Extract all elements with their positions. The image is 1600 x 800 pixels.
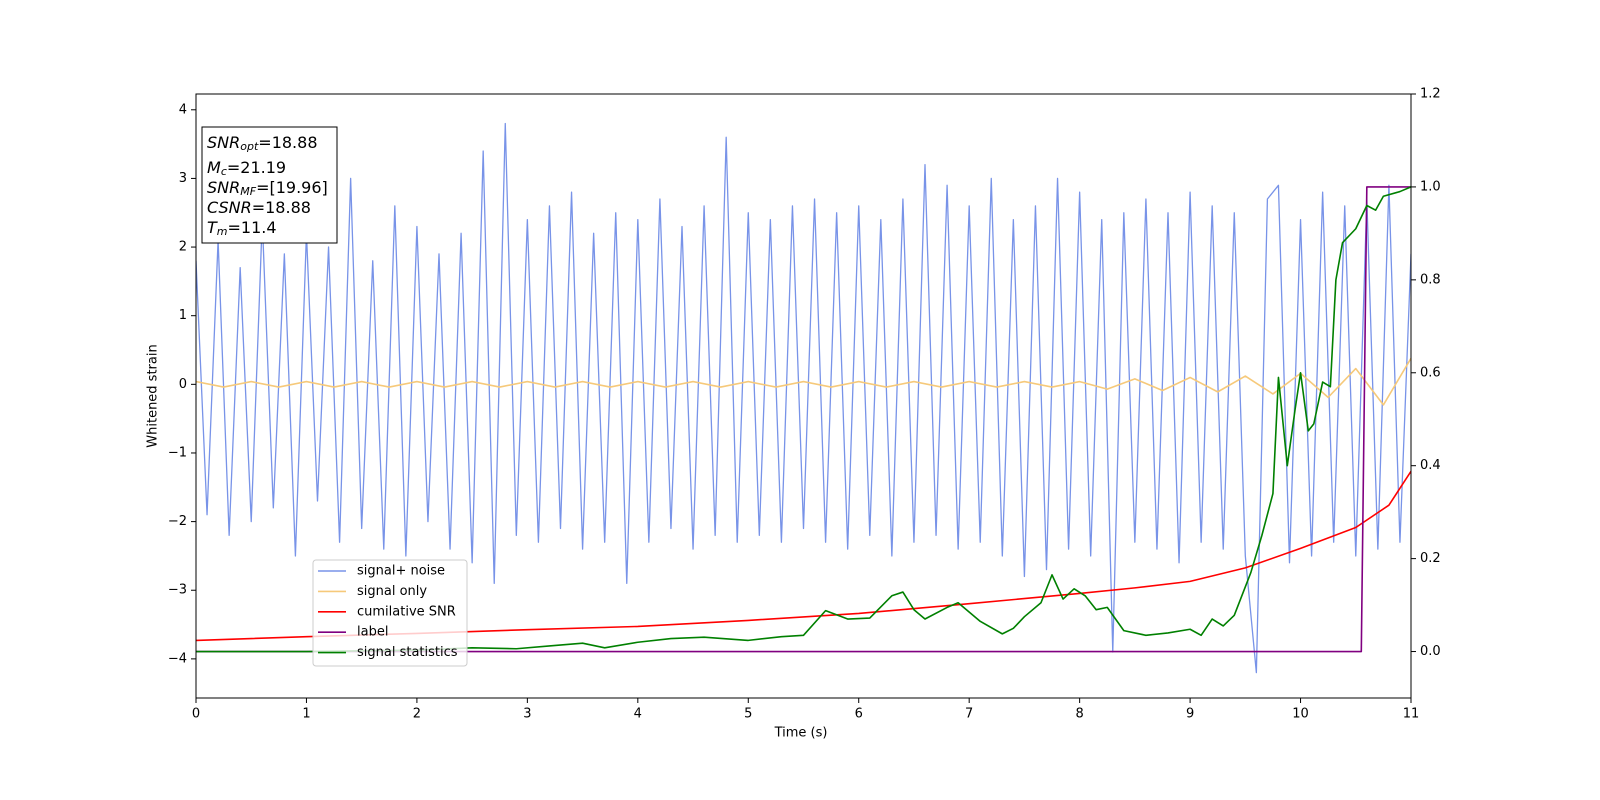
y-tick-label: −1 xyxy=(168,445,187,460)
data-lines xyxy=(196,122,1411,674)
legend-frame xyxy=(312,559,468,667)
annotation-subscript: c xyxy=(221,165,227,178)
x-tick-label: 2 xyxy=(413,707,421,722)
legend-label: cumilative SNR xyxy=(357,604,456,619)
series-line xyxy=(196,357,1411,406)
y2-tick-label: 1.2 xyxy=(1420,87,1441,102)
annotation-value: =18.88 xyxy=(258,133,317,152)
x-tick-label: 8 xyxy=(1075,707,1083,722)
annotation-value: =18.88 xyxy=(252,198,311,217)
annotation-value: =11.4 xyxy=(228,218,277,237)
y2-tick-label: 0.6 xyxy=(1420,365,1441,380)
x-tick-label: 9 xyxy=(1186,707,1194,722)
x-tick-label: 3 xyxy=(523,707,531,722)
y-tick-label: 2 xyxy=(179,240,187,255)
y-tick-label: −4 xyxy=(168,651,187,666)
x-tick-label: 10 xyxy=(1292,707,1309,722)
annotation: SNRopt=18.88 xyxy=(207,133,318,154)
x-tick-label: 7 xyxy=(965,707,973,722)
y-tick-label: −3 xyxy=(168,583,187,598)
annotation-frame xyxy=(201,126,338,244)
x-tick-label: 5 xyxy=(744,707,752,722)
x-tick-label: 11 xyxy=(1403,707,1420,722)
annotation: SNRMF=[19.96] xyxy=(207,178,328,199)
x-tick-label: 0 xyxy=(192,707,200,722)
x-axis-label: Time (s) xyxy=(774,726,828,741)
series-line xyxy=(196,186,1411,653)
y-tick-label: 0 xyxy=(179,377,187,392)
y2-tick-label: 1.0 xyxy=(1420,179,1441,194)
y2-tick-label: 0.4 xyxy=(1420,458,1441,473)
annotation-subscript: opt xyxy=(240,140,259,153)
series-line xyxy=(196,186,1411,653)
series-line xyxy=(196,122,1411,674)
annotation-subscript: MF xyxy=(240,185,256,198)
annotation-symbol: SNR xyxy=(207,133,240,152)
legend-label: signal statistics xyxy=(357,645,458,660)
legend-label: signal+ noise xyxy=(357,564,445,579)
annotation-value: =21.19 xyxy=(227,158,286,177)
legend-label: signal only xyxy=(357,584,427,599)
series-line xyxy=(196,470,1411,642)
y-tick-label: 1 xyxy=(179,308,187,323)
annotation-symbol: CSNR xyxy=(207,198,252,217)
annotation: Tm=11.4 xyxy=(207,218,277,239)
annotation-box: SNRopt=18.88Mc=21.19SNRMF=[19.96]CSNR=18… xyxy=(201,126,338,244)
annotation-symbol: SNR xyxy=(207,178,240,197)
legend-label: label xyxy=(357,625,388,640)
y2-tick-label: 0.2 xyxy=(1420,551,1441,566)
annotation: Mc=21.19 xyxy=(207,158,286,179)
annotation-subscript: m xyxy=(217,225,228,238)
y-axis-label: Whitened strain xyxy=(146,344,161,447)
y-tick-label: 3 xyxy=(179,171,187,186)
x-tick-label: 1 xyxy=(302,707,310,722)
plot-frame xyxy=(195,93,1412,699)
y-tick-label: 4 xyxy=(179,102,187,117)
annotation-value: =[19.96] xyxy=(256,178,328,197)
annotation: CSNR=18.88 xyxy=(207,198,311,217)
annotation-symbol: T xyxy=(207,218,218,237)
legend: signal+ noise signal only cumilative SNR la… xyxy=(312,559,468,667)
y2-tick-label: 0.0 xyxy=(1420,644,1441,659)
annotation-symbol: M xyxy=(207,158,221,177)
y2-tick-label: 0.8 xyxy=(1420,272,1441,287)
x-tick-label: 6 xyxy=(855,707,863,722)
x-tick-label: 4 xyxy=(634,707,642,722)
y-tick-label: −2 xyxy=(168,514,187,529)
